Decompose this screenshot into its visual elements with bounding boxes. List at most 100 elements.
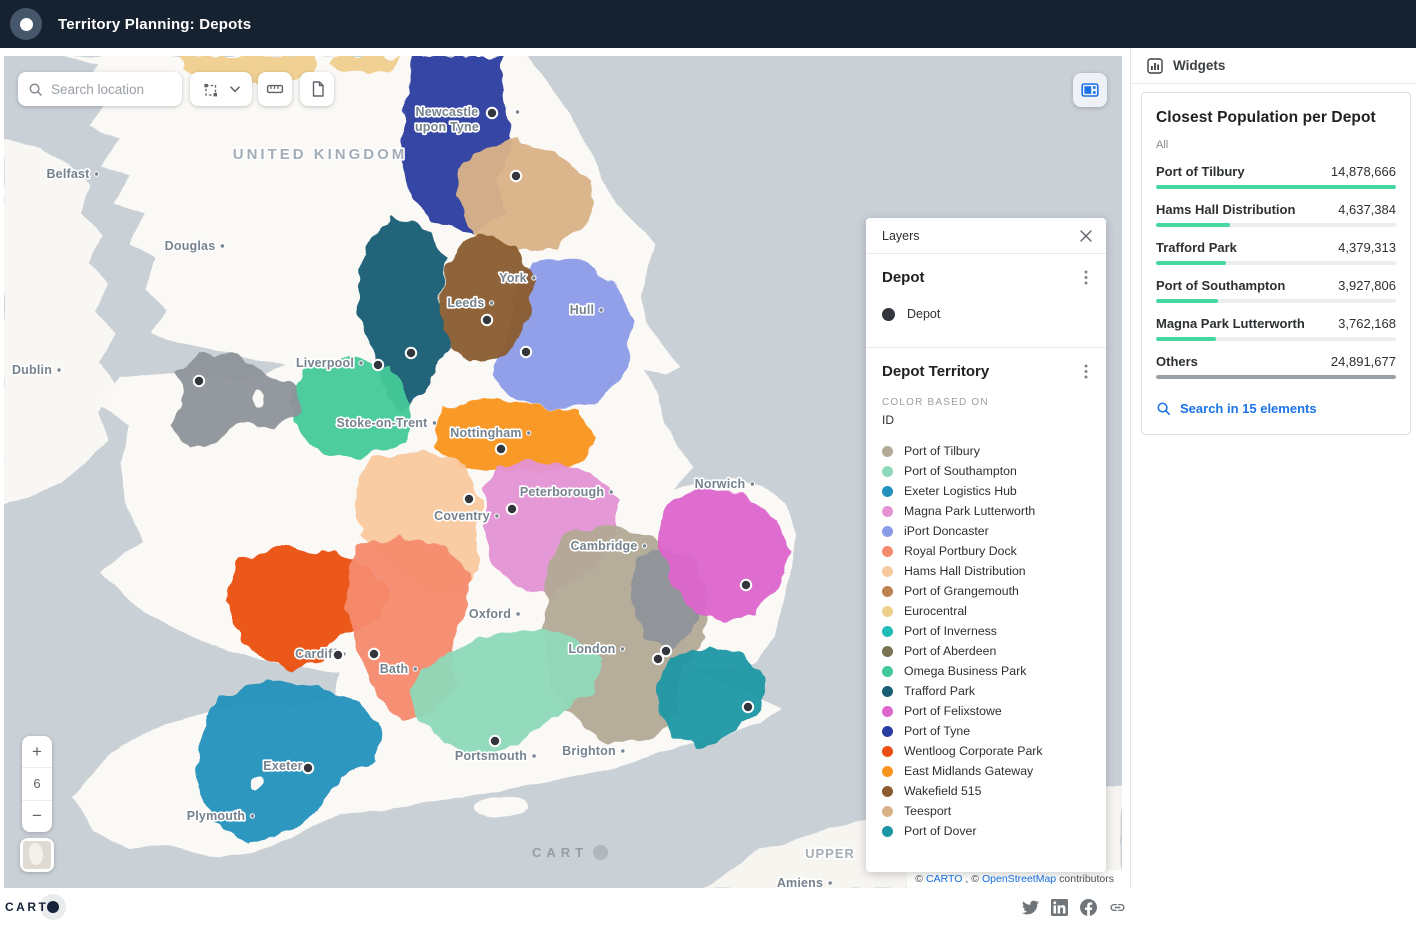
legend-swatch — [882, 806, 893, 817]
depot-point[interactable] — [482, 315, 492, 325]
zoom-out-button[interactable]: − — [22, 801, 52, 832]
depot-point[interactable] — [487, 108, 497, 118]
carto-watermark-text: CART — [532, 845, 588, 860]
widget-row[interactable]: Port of Southampton3,927,806 — [1156, 278, 1396, 303]
legend-swatch — [882, 746, 893, 757]
close-icon[interactable] — [1080, 230, 1092, 242]
legend-label: Port of Tyne — [904, 724, 970, 738]
feature-info-button[interactable] — [300, 72, 334, 106]
legend-swatch — [882, 486, 893, 497]
legend-label: Port of Dover — [904, 824, 976, 838]
legend-label: East Midlands Gateway — [904, 764, 1033, 778]
row-label: Port of Southampton — [1156, 278, 1285, 293]
map-label: Cambridge — [570, 539, 637, 553]
legend-item: Eurocentral — [882, 601, 1090, 621]
legend-label: Teesport — [904, 804, 951, 818]
twitter-icon[interactable] — [1022, 899, 1039, 916]
legend-swatch — [882, 726, 893, 737]
depot-point[interactable] — [653, 654, 663, 664]
toggle-sidebar-button[interactable] — [1073, 73, 1107, 107]
carto-logo[interactable]: CART — [2, 892, 74, 922]
city-marker-dot — [609, 490, 613, 494]
legend-swatch — [882, 826, 893, 837]
carto-attribution-link[interactable]: CARTO — [926, 873, 962, 885]
map-label: York — [499, 271, 527, 285]
widget-row[interactable]: Magna Park Lutterworth3,762,168 — [1156, 316, 1396, 341]
widget-row[interactable]: Trafford Park4,379,313 — [1156, 240, 1396, 265]
layer-section-depot-territory: Depot Territory COLOR BASED ON ID Port o… — [866, 348, 1106, 859]
legend-label: Royal Portbury Dock — [904, 544, 1017, 558]
depot-point[interactable] — [369, 649, 379, 659]
legend-item: Port of Inverness — [882, 621, 1090, 641]
legend-swatch — [882, 566, 893, 577]
kebab-menu-icon[interactable] — [1082, 268, 1090, 287]
app-logo[interactable] — [10, 8, 42, 40]
map-label: Belfast — [46, 167, 90, 181]
map-label: Brighton — [562, 744, 616, 758]
territory-legend: Port of TilburyPort of SouthamptonExeter… — [882, 441, 1090, 841]
depot-point[interactable] — [490, 736, 500, 746]
legend-item: Magna Park Lutterworth — [882, 501, 1090, 521]
legend-swatch — [882, 506, 893, 517]
row-value: 24,891,677 — [1331, 354, 1396, 369]
kebab-menu-icon[interactable] — [1082, 362, 1090, 381]
widget-row[interactable]: Others 24,891,677 — [1156, 354, 1396, 379]
zoom-in-button[interactable]: + — [22, 736, 52, 767]
city-marker-dot — [515, 110, 519, 114]
color-based-on-label: COLOR BASED ON — [882, 397, 1090, 408]
page-footer: CART — [0, 888, 1416, 926]
city-marker-dot — [495, 514, 499, 518]
map-container: BelfastDouglasDublinUNITED KINGDOMNewcas… — [4, 56, 1122, 888]
legend-item: Port of Southampton — [882, 461, 1090, 481]
city-marker-dot — [413, 667, 417, 671]
row-label: Port of Tilbury — [1156, 164, 1245, 179]
linkedin-icon[interactable] — [1051, 899, 1068, 916]
depot-point[interactable] — [464, 494, 474, 504]
map-label: Amiens — [777, 876, 823, 888]
layer-title: Depot Territory — [882, 363, 989, 380]
row-label: Trafford Park — [1156, 240, 1237, 255]
legend-label: Magna Park Lutterworth — [904, 504, 1035, 518]
legend-item: Depot — [882, 307, 1090, 321]
depot-point[interactable] — [406, 348, 416, 358]
facebook-icon[interactable] — [1080, 899, 1097, 916]
search-box[interactable] — [18, 72, 182, 106]
city-marker-dot — [599, 308, 603, 312]
depot-point[interactable] — [373, 360, 383, 370]
city-marker-dot — [527, 431, 531, 435]
measure-tool-button[interactable] — [258, 72, 292, 106]
depot-point[interactable] — [511, 171, 521, 181]
widget-card: Closest Population per Depot All Port of… — [1141, 92, 1411, 435]
zoom-level: 6 — [22, 767, 52, 800]
city-marker-dot — [532, 754, 536, 758]
widget-rows: Port of Tilbury14,878,666 Hams Hall Distr… — [1156, 164, 1396, 379]
depot-point[interactable] — [743, 702, 753, 712]
row-bar — [1156, 261, 1396, 265]
share-link-icon[interactable] — [1109, 899, 1126, 916]
map-label: Liverpool — [296, 356, 354, 370]
search-input[interactable] — [51, 82, 171, 97]
draw-tool-button[interactable] — [190, 72, 252, 106]
legend-swatch — [882, 766, 893, 777]
depot-point[interactable] — [303, 763, 313, 773]
depot-point[interactable] — [507, 504, 517, 514]
minimap-button[interactable] — [20, 838, 54, 872]
widget-search-link[interactable]: Search in 15 elements — [1156, 401, 1396, 416]
depot-point[interactable] — [333, 650, 343, 660]
row-label: Others — [1156, 354, 1198, 369]
panel-layout-icon — [1081, 81, 1099, 99]
legend-label: iPort Doncaster — [904, 524, 989, 538]
city-marker-dot — [828, 881, 832, 885]
depot-point[interactable] — [741, 580, 751, 590]
map-label: Leeds — [447, 296, 484, 310]
widget-row[interactable]: Hams Hall Distribution4,637,384 — [1156, 202, 1396, 227]
depot-point[interactable] — [496, 444, 506, 454]
legend-label: Depot — [907, 307, 940, 321]
city-marker-dot — [620, 647, 624, 651]
osm-attribution-link[interactable]: OpenStreetMap — [982, 873, 1056, 885]
depot-point[interactable] — [521, 347, 531, 357]
legend-label: Trafford Park — [904, 684, 975, 698]
widget-row[interactable]: Port of Tilbury14,878,666 — [1156, 164, 1396, 189]
legend-swatch — [882, 308, 895, 321]
depot-point[interactable] — [194, 376, 204, 386]
